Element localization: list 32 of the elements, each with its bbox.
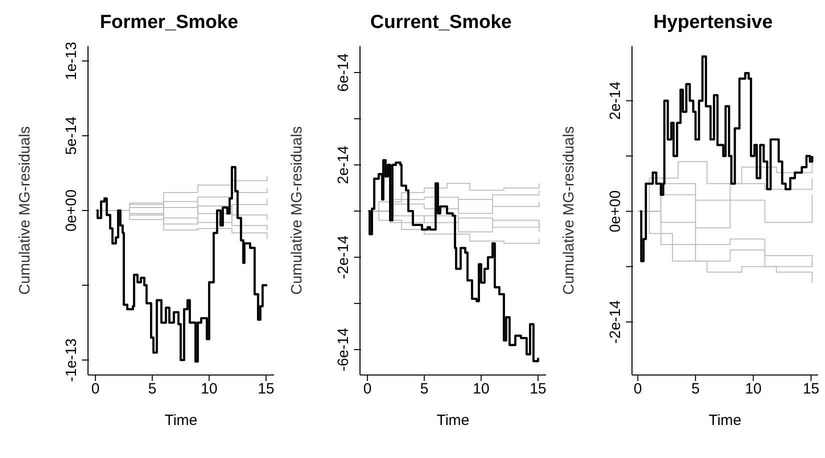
x-tick-label: 10 [472, 380, 490, 398]
x-tick-label: 0 [634, 380, 642, 398]
y-axis-title: Cumulative MG-residuals [560, 126, 578, 295]
y-tick-label: 0e+00 [607, 190, 624, 232]
y-axis-title: Cumulative MG-residuals [288, 126, 306, 295]
y-tick-label: 5e-14 [63, 116, 80, 155]
x-tick-label: 5 [148, 380, 156, 398]
x-axis-title: Time [164, 412, 198, 429]
y-tick-label: 2e-14 [607, 82, 624, 120]
x-tick-label: 10 [200, 380, 218, 398]
x-axis-title: Time [436, 412, 470, 429]
x-axis-title: Time [708, 412, 742, 429]
y-tick-label: 0e+00 [63, 189, 80, 232]
y-axis-title: Cumulative MG-residuals [16, 126, 34, 295]
y-tick-label: -2e-14 [335, 236, 352, 279]
x-tick-label: 0 [91, 380, 100, 398]
chart-title: Former_Smoke [98, 11, 240, 35]
y-tick-label: 1e-13 [63, 42, 80, 80]
x-tick-label: 0 [363, 380, 372, 398]
x-tick-label: 10 [744, 380, 762, 398]
x-tick-label: 15 [802, 380, 820, 398]
y-tick-label: -6e-14 [335, 328, 352, 372]
x-tick-label: 5 [691, 380, 700, 398]
x-tick-label: 5 [420, 380, 428, 398]
chart-title: Current_Smoke [369, 11, 513, 35]
y-tick-label: -1e-13 [63, 338, 80, 382]
x-tick-label: 15 [530, 380, 546, 398]
y-tick-label: 2e-14 [335, 146, 352, 184]
chart-title: Hypertensive [652, 11, 774, 35]
x-tick-label: 15 [258, 380, 274, 398]
y-tick-label: -2e-14 [607, 300, 624, 344]
y-tick-label: 6e-14 [335, 53, 352, 92]
